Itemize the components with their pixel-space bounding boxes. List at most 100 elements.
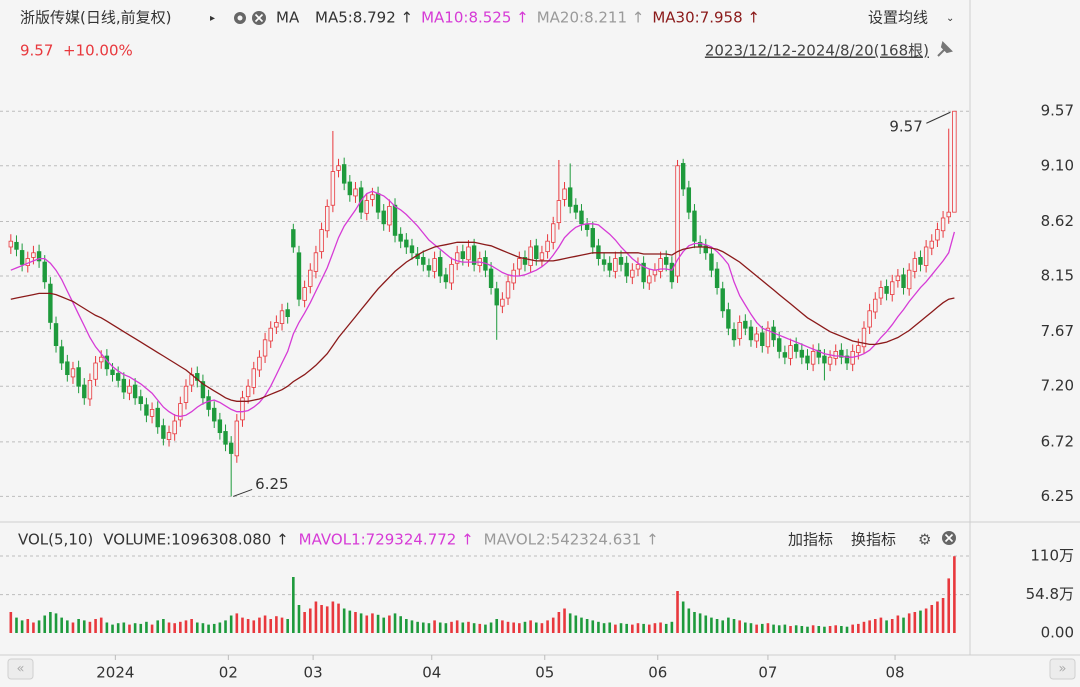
- candle-body: [788, 345, 793, 359]
- settings-arrow: ⌄: [946, 13, 954, 24]
- volume-bar: [269, 619, 273, 633]
- candle-body: [567, 187, 573, 207]
- candle-body: [110, 369, 115, 376]
- y-tick-label: 9.10: [1041, 156, 1074, 174]
- candle-body: [782, 352, 788, 358]
- volume-bar: [721, 620, 725, 633]
- indicator-button[interactable]: 加指标: [788, 531, 833, 549]
- volume-bar: [546, 620, 549, 633]
- x-tick-label: 08: [886, 664, 905, 682]
- volume-bar: [642, 623, 645, 633]
- volume-bar: [54, 613, 58, 633]
- volume-bar: [382, 617, 386, 633]
- volume-bar: [614, 624, 617, 633]
- gear-icon[interactable]: [234, 12, 246, 24]
- volume-bar: [625, 623, 628, 633]
- candle-body: [669, 262, 675, 283]
- volume-bar: [647, 624, 651, 633]
- volume-legend: MAVOL1:729324.772 ↑: [299, 531, 474, 549]
- y-tick-label: 8.15: [1041, 266, 1074, 284]
- candle-body: [731, 328, 737, 341]
- pin-icon[interactable]: [937, 41, 953, 57]
- candle-body: [48, 283, 53, 323]
- gear-icon[interactable]: ⚙: [918, 531, 931, 549]
- candle-body: [387, 205, 392, 226]
- volume-bar: [744, 622, 747, 633]
- candle-body: [240, 397, 245, 421]
- settings-button[interactable]: 设置均线: [868, 9, 928, 27]
- volume-bar: [258, 617, 261, 633]
- candle-body: [675, 165, 680, 277]
- volume-bar: [907, 613, 911, 633]
- volume-bar: [111, 624, 114, 633]
- candle-body: [534, 245, 539, 259]
- x-tick-label: 05: [535, 664, 554, 682]
- candle-body: [121, 378, 127, 393]
- candle-body: [381, 210, 386, 225]
- volume-bar: [156, 620, 160, 633]
- candle-body: [149, 409, 155, 417]
- volume-bar: [246, 619, 250, 633]
- candle-body: [257, 356, 262, 371]
- volume-bar: [410, 620, 414, 633]
- candle-body: [562, 188, 567, 200]
- volume-bar: [444, 623, 448, 633]
- volume-bar: [128, 624, 131, 633]
- candle-body: [432, 258, 437, 272]
- scroll-left[interactable]: «: [7, 658, 34, 680]
- candle-body: [8, 240, 14, 248]
- candle-body: [449, 263, 454, 284]
- volume-bar: [506, 621, 510, 633]
- volume-bar: [421, 622, 425, 633]
- volume-bar: [399, 616, 402, 633]
- ma-legend: MA20:8.211 ↑: [537, 9, 645, 27]
- candle-body: [590, 228, 595, 248]
- candle-body: [658, 258, 663, 272]
- close-icon[interactable]: [942, 531, 956, 545]
- volume-bar: [636, 623, 640, 633]
- volume-bar: [105, 622, 109, 633]
- candle-body: [31, 252, 36, 258]
- volume-bar: [879, 617, 883, 633]
- candle-body: [692, 210, 697, 242]
- candle-body: [760, 332, 765, 347]
- volume-bar: [173, 623, 176, 633]
- volume-bar: [9, 612, 13, 633]
- volume-bar: [342, 608, 346, 633]
- indicator-button[interactable]: 换指标: [851, 531, 896, 549]
- close-icon[interactable]: [252, 11, 266, 25]
- volume-bar: [823, 626, 826, 633]
- candle-body: [42, 261, 47, 283]
- volume-bar: [32, 622, 35, 633]
- candle-body: [228, 442, 234, 454]
- volume-bar: [207, 624, 210, 633]
- candle-body: [918, 257, 923, 265]
- candle-body: [952, 110, 957, 213]
- volume-bar: [580, 617, 583, 633]
- scroll-right[interactable]: »: [1049, 658, 1076, 680]
- volume-bar: [190, 619, 193, 633]
- x-tick-label: 06: [648, 664, 667, 682]
- y-tick-label: 8.62: [1041, 212, 1074, 230]
- volume-bar: [218, 622, 222, 633]
- candle-body: [556, 200, 562, 224]
- volume-bar: [597, 621, 600, 633]
- y-tick-label: 7.67: [1041, 322, 1074, 340]
- candle-body: [99, 356, 104, 363]
- candle-body: [223, 431, 228, 445]
- volume-bar: [15, 617, 18, 633]
- candle-body: [206, 396, 211, 410]
- candle-body: [364, 200, 369, 214]
- candle-body: [754, 333, 759, 342]
- candle-body: [833, 351, 838, 359]
- candle-body: [466, 246, 471, 261]
- candle-body: [946, 211, 951, 218]
- candle-body: [178, 403, 183, 421]
- volume-bar: [953, 556, 956, 633]
- volume-bar: [427, 623, 431, 633]
- candle-body: [268, 327, 273, 342]
- volume-bar: [495, 619, 499, 633]
- candle-body: [901, 274, 906, 288]
- candle-body: [890, 281, 895, 295]
